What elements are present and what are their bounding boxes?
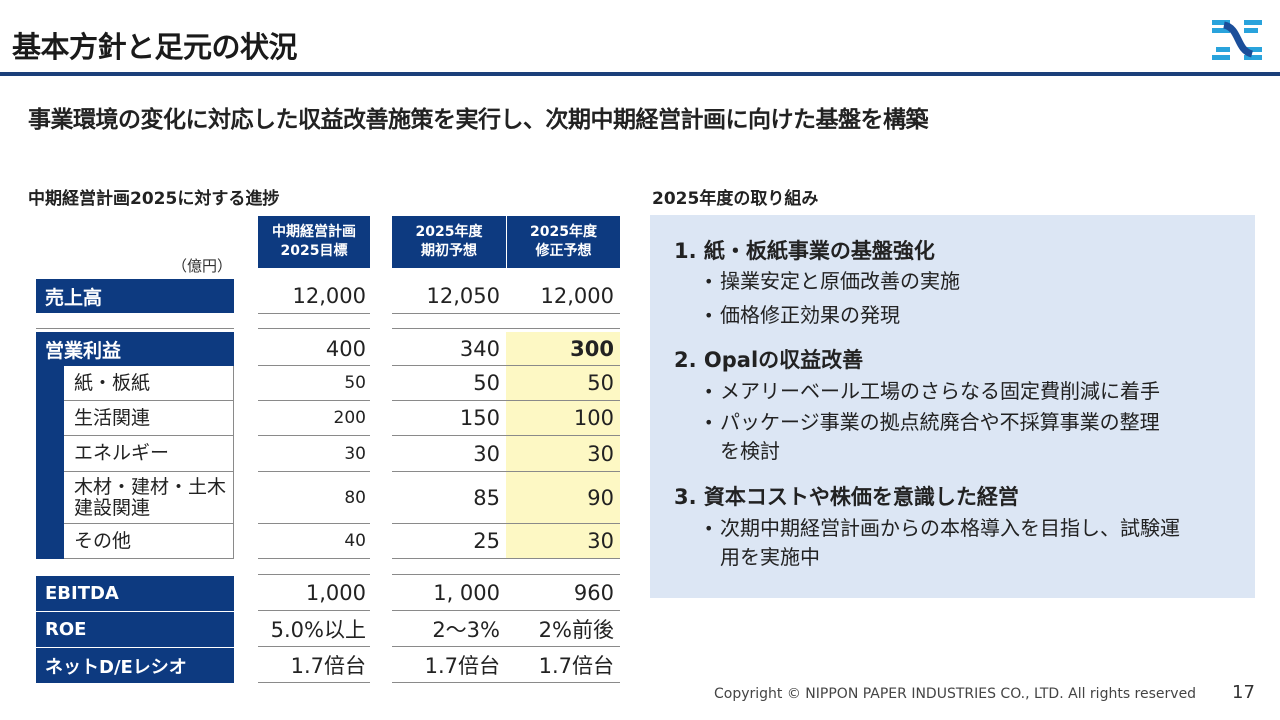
initiative-bullet-cont: を検討 bbox=[720, 439, 780, 463]
initiative-title-1: 1. 紙・板紙事業の基盤強化 bbox=[674, 239, 935, 263]
initiative-bullet: • 次期中期経営計画からの本格導入を目指し、試験運 bbox=[704, 514, 1180, 543]
row-label-net-de: ネットD/Eレシオ bbox=[36, 648, 234, 683]
col-head-target: 中期経営計画 2025目標 bbox=[258, 216, 370, 268]
row-label-other: その他 bbox=[64, 524, 234, 559]
cell-op-initial: 340 bbox=[392, 332, 506, 366]
cell-paper-initial: 50 bbox=[392, 366, 506, 401]
cell-living-target: 200 bbox=[258, 401, 370, 436]
cell-energy-initial: 30 bbox=[392, 436, 506, 472]
cell-roe-target: 5.0%以上 bbox=[258, 611, 370, 647]
copyright: Copyright © NIPPON PAPER INDUSTRIES CO.,… bbox=[714, 686, 1197, 702]
cell-energy-revised: 30 bbox=[506, 436, 620, 472]
row-label-energy: エネルギー bbox=[64, 436, 234, 472]
gap-line bbox=[258, 328, 370, 329]
company-logo-icon bbox=[1212, 20, 1262, 60]
row-label-sales: 売上高 bbox=[36, 279, 234, 313]
row-label-ebitda: EBITDA bbox=[36, 576, 234, 611]
row-label-roe: ROE bbox=[36, 612, 234, 647]
gap-line bbox=[392, 328, 620, 329]
col-head-initial: 2025年度 期初予想 bbox=[392, 216, 506, 268]
initiative-title-3: 3. 資本コストや株価を意識した経営 bbox=[674, 485, 1019, 509]
bullet-icon: • bbox=[704, 272, 714, 291]
bullet-icon: • bbox=[704, 519, 714, 538]
cell-sales-revised: 12,000 bbox=[506, 279, 620, 314]
cell-paper-target: 50 bbox=[258, 366, 370, 401]
cell-roe-revised: 2%前後 bbox=[506, 611, 620, 647]
segment-border bbox=[233, 366, 234, 559]
cell-de-target: 1.7倍台 bbox=[258, 647, 370, 683]
cell-ebitda-target: 1,000 bbox=[258, 576, 370, 611]
row-label-wood: 木材・建材・土木 建設関連 bbox=[64, 472, 234, 524]
segment-bar bbox=[36, 366, 64, 559]
title-divider bbox=[0, 72, 1280, 76]
initiative-title-2: 2. Opalの収益改善 bbox=[674, 348, 864, 372]
initiative-bullet: • 操業安定と原価改善の実施 bbox=[704, 267, 960, 296]
cell-energy-target: 30 bbox=[258, 436, 370, 472]
gap-line bbox=[392, 574, 620, 575]
cell-sales-target: 12,000 bbox=[258, 279, 370, 314]
cell-ebitda-revised: 960 bbox=[506, 576, 620, 611]
cell-op-target: 400 bbox=[258, 332, 370, 366]
cell-de-initial: 1.7倍台 bbox=[392, 647, 506, 683]
unit-label: （億円） bbox=[172, 257, 233, 275]
initiative-bullet: • メアリーベール工場のさらなる固定費削減に着手 bbox=[704, 377, 1160, 406]
bullet-icon: • bbox=[704, 306, 714, 325]
initiative-bullet: • 価格修正効果の発現 bbox=[704, 301, 900, 330]
cell-living-initial: 150 bbox=[392, 401, 506, 436]
cell-ebitda-initial: 1, 000 bbox=[392, 576, 506, 611]
cell-roe-initial: 2～3% bbox=[392, 611, 506, 647]
cell-wood-target: 80 bbox=[258, 472, 370, 524]
cell-de-revised: 1.7倍台 bbox=[506, 647, 620, 683]
initiative-bullet-cont: 用を実施中 bbox=[720, 545, 820, 569]
bullet-icon: • bbox=[704, 413, 714, 432]
cell-other-initial: 25 bbox=[392, 524, 506, 559]
initiative-bullet: • パッケージ事業の拠点統廃合や不採算事業の整理 bbox=[704, 408, 1160, 437]
gap-line bbox=[258, 574, 370, 575]
col-head-revised: 2025年度 修正予想 bbox=[506, 216, 620, 268]
gap-line bbox=[36, 328, 234, 329]
row-label-living: 生活関連 bbox=[64, 401, 234, 436]
cell-wood-revised: 90 bbox=[506, 472, 620, 524]
cell-other-revised: 30 bbox=[506, 524, 620, 559]
cell-wood-initial: 85 bbox=[392, 472, 506, 524]
initiatives-heading: 2025年度の取り組み bbox=[652, 189, 819, 209]
cell-living-revised: 100 bbox=[506, 401, 620, 436]
cell-sales-initial: 12,050 bbox=[392, 279, 506, 314]
initiatives-panel: 1. 紙・板紙事業の基盤強化 • 操業安定と原価改善の実施 • 価格修正効果の発現 … bbox=[650, 215, 1255, 598]
page-title: 基本方針と足元の状況 bbox=[12, 30, 298, 64]
row-label-operating-profit: 営業利益 bbox=[36, 332, 234, 366]
cell-other-target: 40 bbox=[258, 524, 370, 559]
bullet-icon: • bbox=[704, 382, 714, 401]
row-label-paper: 紙・板紙 bbox=[64, 366, 234, 401]
progress-heading: 中期経営計画2025に対する進捗 bbox=[28, 189, 280, 209]
slide-subtitle: 事業環境の変化に対応した収益改善施策を実行し、次期中期経営計画に向けた基盤を構築 bbox=[28, 107, 929, 133]
cell-op-revised: 300 bbox=[506, 332, 620, 366]
page-number: 17 bbox=[1232, 682, 1255, 703]
cell-paper-revised: 50 bbox=[506, 366, 620, 401]
